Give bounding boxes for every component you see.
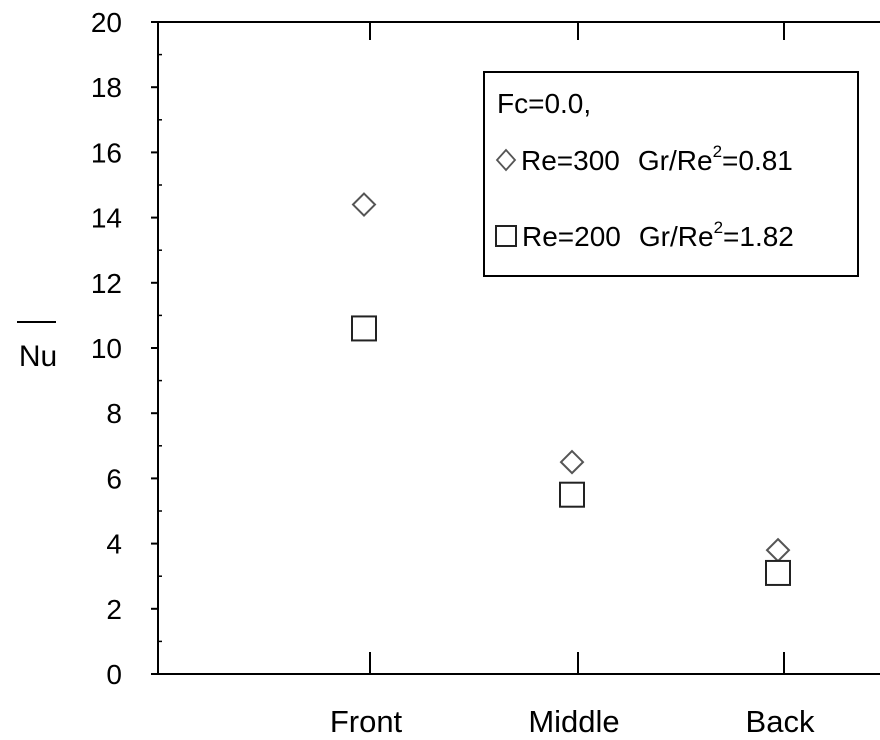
diamond-point-back: [765, 537, 791, 563]
legend-re200-gr: Gr/Re: [639, 221, 714, 252]
category-label-front: Front: [330, 704, 403, 739]
category-labels: Front Middle Back: [330, 704, 815, 739]
diamond-point-middle: [559, 449, 585, 475]
y-tick-label: 6: [106, 463, 122, 494]
legend-re200-value: =1.82: [723, 221, 794, 252]
y-tick-label: 0: [106, 659, 122, 690]
square-point-front: [351, 315, 377, 342]
y-tick-label: 2: [106, 594, 122, 625]
legend-re300-sup: 2: [713, 142, 722, 161]
y-axis-label: Nu: [19, 340, 57, 373]
legend-entry-re200: Re=200 Gr/Re2=1.82: [522, 218, 794, 252]
y-tick-label: 10: [91, 333, 122, 364]
y-tick-label: 14: [91, 203, 122, 234]
legend-square-icon: [495, 225, 517, 247]
category-label-back: Back: [746, 704, 815, 739]
data-points: [351, 192, 791, 586]
y-tick-label: 4: [106, 529, 122, 560]
category-label-middle: Middle: [528, 704, 619, 739]
legend-re200-label: Re=200: [522, 221, 621, 252]
legend: Fc=0.0, Re=300 Gr/Re2=0.81 Re=200 Gr/Re2=1…: [483, 71, 859, 277]
y-tick-labels: 0 2 4 6 8 10 12 14 16 18 20: [91, 7, 122, 690]
y-tick-label: 12: [91, 268, 122, 299]
legend-entry-re300: Re=300 Gr/Re2=0.81: [521, 142, 793, 176]
y-tick-label: 16: [91, 137, 122, 168]
y-tick-label: 18: [91, 72, 122, 103]
legend-re300-gr: Gr/Re: [638, 145, 713, 176]
y-tick-label: 8: [106, 398, 122, 429]
legend-re300-label: Re=300: [521, 145, 620, 176]
square-point-back: [765, 559, 791, 586]
diamond-point-front: [351, 192, 377, 217]
y-tick-label: 20: [91, 7, 122, 38]
legend-diamond-icon: [495, 148, 517, 172]
axes: [151, 21, 880, 675]
legend-box: [483, 71, 859, 277]
legend-re300-value: =0.81: [722, 145, 793, 176]
legend-header: Fc=0.0,: [497, 88, 591, 119]
legend-re200-sup: 2: [714, 218, 723, 237]
square-point-middle: [559, 481, 585, 508]
